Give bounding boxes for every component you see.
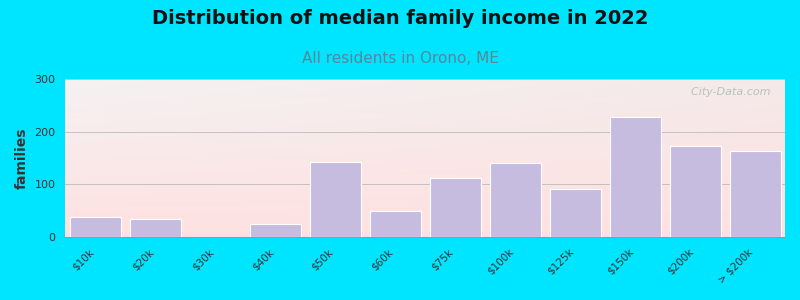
Bar	[370, 211, 421, 237]
Bar	[250, 224, 301, 237]
Y-axis label: families: families	[15, 127, 29, 189]
Bar	[130, 220, 181, 237]
Text: Distribution of median family income in 2022: Distribution of median family income in …	[152, 9, 648, 28]
Bar	[490, 163, 541, 237]
Bar	[610, 117, 661, 237]
Bar	[730, 151, 781, 237]
Bar	[310, 162, 361, 237]
Bar	[70, 217, 121, 237]
Text: City-Data.com: City-Data.com	[684, 87, 770, 97]
Bar	[550, 190, 601, 237]
Bar	[670, 146, 721, 237]
Bar	[430, 178, 481, 237]
Text: All residents in Orono, ME: All residents in Orono, ME	[302, 51, 498, 66]
